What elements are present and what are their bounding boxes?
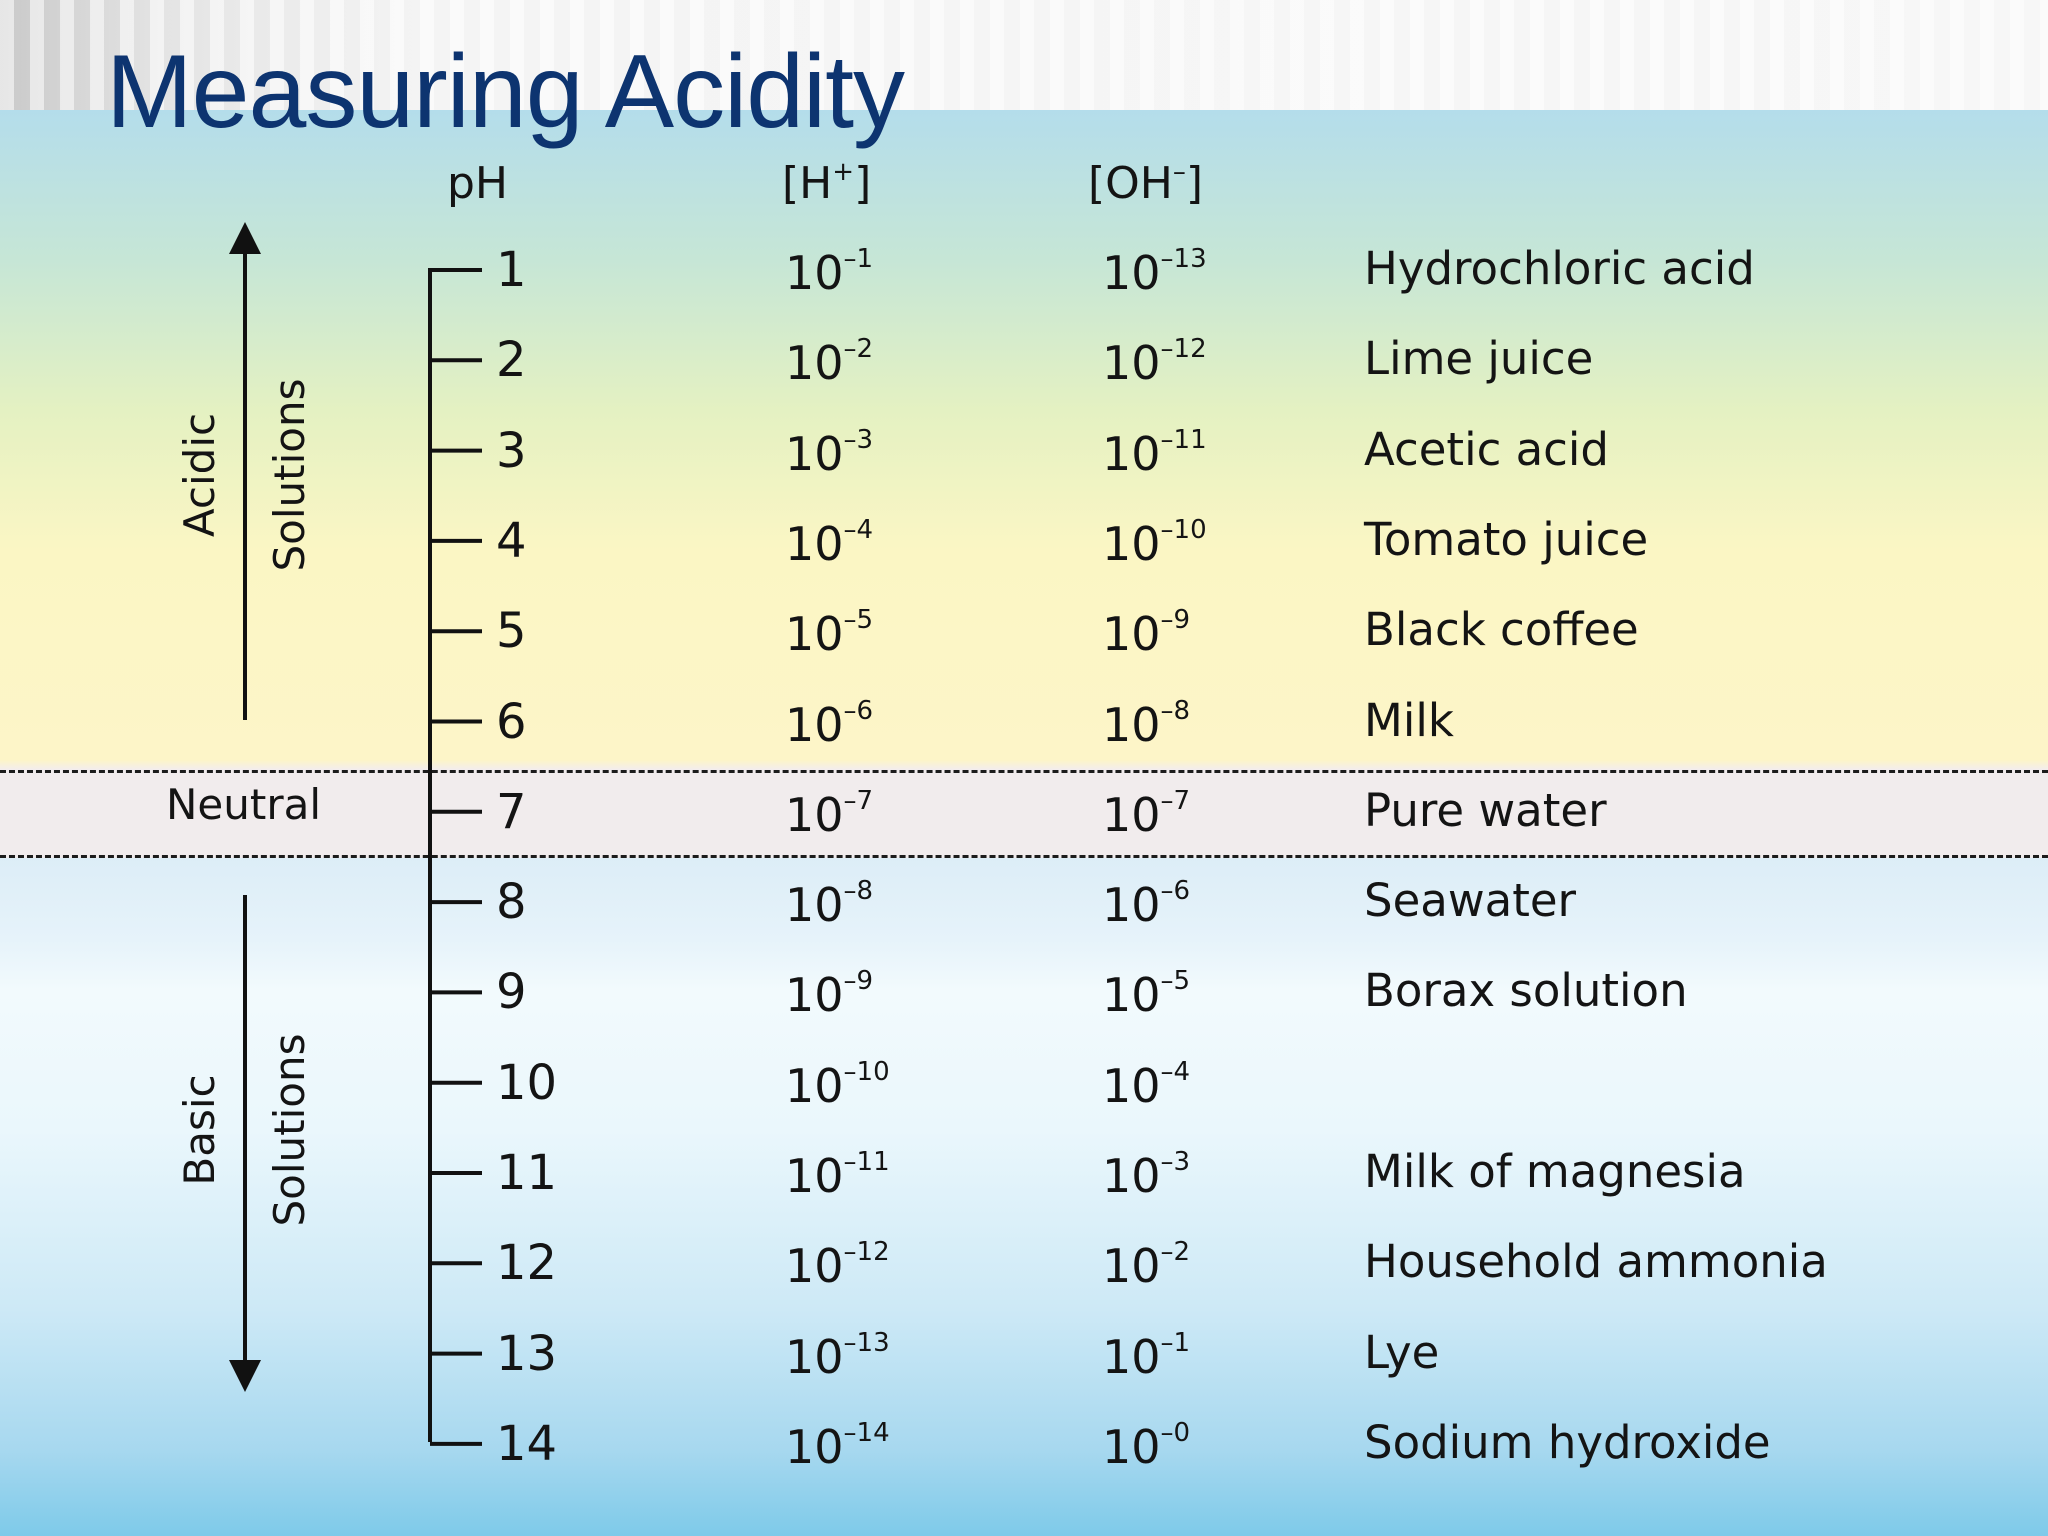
h-concentration-value: 10–2 xyxy=(785,334,874,391)
oh-concentration-value: 10–4 xyxy=(1102,1056,1191,1113)
substance-name: Acetic acid xyxy=(1364,422,1609,476)
oh-concentration-value: 10–2 xyxy=(1102,1237,1191,1294)
oh-concentration-value: 10–3 xyxy=(1102,1147,1191,1203)
h-concentration-value: 10–3 xyxy=(785,424,874,481)
h-concentration-value: 10–5 xyxy=(785,605,874,662)
oh-concentration-value: 10–11 xyxy=(1102,424,1207,481)
h-concentration-value: 10–10 xyxy=(785,1056,890,1113)
h-concentration-value: 10–1 xyxy=(785,244,874,300)
oh-concentration-value: 10–6 xyxy=(1102,876,1191,933)
substance-name: Pure water xyxy=(1364,783,1607,837)
ph-value: 3 xyxy=(496,422,527,479)
neutral-top-dashed-line xyxy=(0,770,2048,773)
oh-concentration-value: 10–7 xyxy=(1102,785,1191,842)
oh-concentration-value: 10–0 xyxy=(1102,1417,1191,1474)
h-concentration-column-header: [H+] xyxy=(782,157,872,209)
h-concentration-value: 10–14 xyxy=(785,1417,890,1474)
ph-column-header: pH xyxy=(447,158,509,209)
ph-value: 6 xyxy=(496,693,527,750)
oh-concentration-value: 10–8 xyxy=(1102,695,1191,752)
h-concentration-value: 10–13 xyxy=(785,1327,890,1384)
substance-name: Hydrochloric acid xyxy=(1364,242,1755,295)
substance-name: Tomato juice xyxy=(1364,512,1649,566)
oh-concentration-value: 10–1 xyxy=(1102,1327,1191,1384)
oh-concentration-value: 10–9 xyxy=(1102,605,1191,662)
ph-value: 2 xyxy=(496,332,527,389)
h-concentration-value: 10–7 xyxy=(785,785,874,842)
oh-concentration-column-header: [OH–] xyxy=(1088,157,1204,209)
h-concentration-value: 10–9 xyxy=(785,966,874,1023)
ph-value: 11 xyxy=(496,1145,558,1201)
h-concentration-value: 10–6 xyxy=(785,695,874,752)
ph-value: 7 xyxy=(496,783,527,840)
ph-value: 4 xyxy=(496,512,527,569)
ph-value: 5 xyxy=(496,603,527,660)
h-concentration-value: 10–12 xyxy=(785,1237,890,1294)
oh-concentration-value: 10–10 xyxy=(1102,514,1207,571)
ph-value: 14 xyxy=(496,1415,558,1472)
substance-name: Sodium hydroxide xyxy=(1364,1415,1771,1469)
oh-concentration-value: 10–5 xyxy=(1102,966,1191,1023)
substance-name: Lye xyxy=(1364,1325,1440,1379)
substance-name: Milk xyxy=(1364,693,1454,747)
oh-concentration-value: 10–12 xyxy=(1102,334,1207,391)
ph-value: 1 xyxy=(496,242,527,298)
substance-name: Household ammonia xyxy=(1364,1235,1828,1289)
substance-name: Lime juice xyxy=(1364,332,1594,386)
h-concentration-value: 10–8 xyxy=(785,876,874,933)
slide-title: Measuring Acidity xyxy=(106,34,905,150)
ph-value: 9 xyxy=(496,964,527,1021)
neutral-bottom-dashed-line xyxy=(0,855,2048,858)
ph-value: 13 xyxy=(496,1325,558,1382)
substance-name: Black coffee xyxy=(1364,603,1639,657)
neutral-band xyxy=(0,770,2048,858)
ph-value: 10 xyxy=(496,1054,558,1111)
neutral-label: Neutral xyxy=(166,780,322,829)
h-concentration-value: 10–11 xyxy=(785,1147,890,1203)
substance-name: Milk of magnesia xyxy=(1364,1145,1746,1198)
header-stripe-band xyxy=(0,0,2048,110)
substance-name: Borax solution xyxy=(1364,964,1688,1018)
substance-name: Seawater xyxy=(1364,874,1577,928)
ph-value: 8 xyxy=(496,874,527,931)
h-concentration-value: 10–4 xyxy=(785,514,874,571)
oh-concentration-value: 10–13 xyxy=(1102,244,1207,300)
ph-value: 12 xyxy=(496,1235,558,1292)
